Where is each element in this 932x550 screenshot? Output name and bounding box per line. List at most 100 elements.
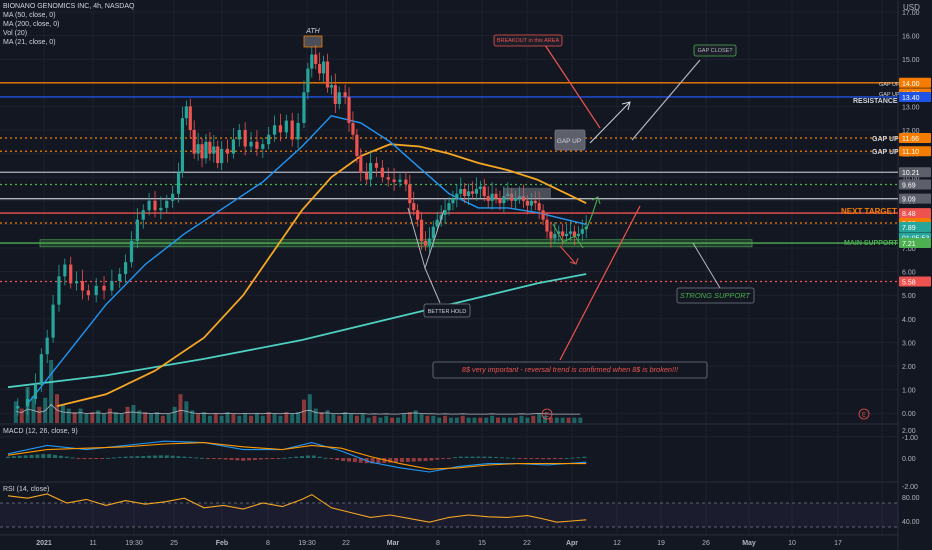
macd-histogram-bar [111, 457, 116, 459]
candle-body [165, 200, 169, 208]
macd-histogram-bar [370, 458, 375, 464]
macd-histogram-bar [323, 457, 328, 459]
macd-histogram-bar [282, 457, 287, 459]
volume-bar [390, 417, 395, 423]
macd-histogram-bar [229, 458, 234, 460]
price-tick: 17.00 [902, 10, 920, 17]
candle-body [380, 167, 384, 178]
macd-histogram-bar [576, 457, 581, 459]
volume-bar [360, 414, 365, 423]
earnings-marker-label: E [545, 413, 549, 419]
candle-body [455, 193, 459, 199]
candle-body [86, 290, 90, 296]
volume-bar [19, 408, 24, 423]
macd-histogram-bar [505, 457, 510, 459]
volume-bar [266, 412, 271, 423]
volume-bar [207, 415, 212, 423]
volume-bar [466, 417, 471, 423]
macd-histogram-bar [70, 457, 75, 459]
candle-body [369, 163, 373, 180]
volume-bar [578, 417, 583, 423]
volume-bar [78, 408, 83, 423]
macd-histogram-bar [76, 458, 81, 459]
volume-bar [125, 406, 130, 423]
volume-bar [448, 417, 453, 423]
macd-histogram-bar [170, 455, 175, 458]
macd-pane [6, 440, 587, 473]
rsi-label[interactable]: RSI (14, close) [3, 486, 50, 493]
candle-body [553, 233, 557, 239]
time-tick: Feb [216, 540, 228, 547]
gap-up-right-1-label: GAP UP [872, 136, 899, 143]
candle-body [423, 240, 428, 246]
volume-bar [519, 415, 524, 423]
volume-bar [149, 414, 154, 423]
price-tick: 3.00 [902, 340, 916, 347]
macd-histogram-bar [47, 454, 52, 458]
macd-histogram-bar [235, 458, 240, 461]
candle-body [135, 219, 139, 241]
gap-close-box [693, 44, 737, 57]
macd-histogram-bar [511, 457, 516, 459]
macd-histogram-bar [358, 458, 363, 463]
macd-histogram-bar [417, 458, 422, 462]
macd-tick: 0.00 [902, 456, 916, 463]
price-tag: 9.69 [902, 183, 916, 190]
candle-body [412, 203, 416, 211]
candle-body [545, 219, 549, 232]
candle-body [171, 193, 175, 201]
volume-bar [478, 417, 483, 423]
macd-histogram-bar [164, 455, 169, 458]
price-tick: 5.00 [902, 293, 916, 300]
price-tag-bg [899, 77, 931, 88]
volume-bar [37, 406, 42, 423]
indicator-ma50[interactable]: MA (50, close, 0) [3, 12, 56, 19]
support-zone [39, 239, 753, 248]
candle-body [533, 200, 537, 204]
volume-bar [160, 415, 165, 423]
volume-bar [431, 415, 436, 423]
volume-bar [472, 417, 477, 423]
volume-bar [102, 414, 107, 423]
volume-bar [525, 417, 530, 423]
price-tag: 10.21 [902, 170, 920, 177]
price-tick: 6.00 [902, 270, 916, 277]
price-tick: 12.00 [902, 128, 920, 135]
macd-label[interactable]: MACD (12, 26, close, 9) [3, 428, 78, 435]
macd-histogram-bar [394, 458, 399, 463]
time-tick: 10 [788, 540, 796, 547]
indicator-ma21[interactable]: MA (21, close, 0) [3, 39, 56, 46]
candle-body [212, 146, 216, 154]
downside-line [559, 245, 576, 264]
volume-bar [166, 414, 171, 423]
price-tick: 2.00 [902, 364, 916, 371]
volume-bar [243, 414, 248, 423]
volume-bar [237, 415, 242, 423]
volume-bar [337, 415, 342, 423]
candle-body [541, 210, 545, 220]
candle-body [478, 186, 482, 189]
price-tag: 5.58 [902, 280, 916, 287]
candle-body [141, 210, 145, 220]
candle-body [447, 203, 451, 211]
macd-histogram-bar [64, 456, 69, 458]
volume-bar [202, 412, 206, 423]
indicator-vol[interactable]: Vol (20) [3, 30, 28, 37]
candle-body [75, 281, 79, 284]
candle-body [129, 240, 134, 263]
time-tick: 11 [89, 540, 96, 547]
macd-histogram-bar [564, 458, 569, 459]
volume-bar [396, 417, 401, 423]
candle-body [347, 96, 351, 123]
macd-histogram-bar [352, 458, 357, 463]
volume-bar [84, 414, 89, 423]
macd-histogram-bar [570, 457, 575, 459]
indicator-ma200[interactable]: MA (200, close, 0) [3, 21, 60, 28]
macd-histogram-bar [53, 454, 58, 458]
macd-histogram-bar [200, 457, 205, 459]
candle-body [51, 304, 55, 338]
volume-bar [531, 415, 536, 423]
rsi-tick: 40.00 [902, 519, 920, 526]
volume-bar [313, 408, 318, 423]
